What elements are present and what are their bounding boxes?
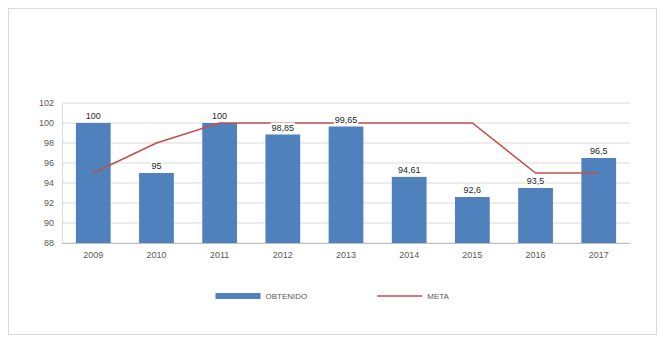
y-tick-label: 92 <box>44 198 54 208</box>
x-axis-line <box>63 243 631 244</box>
x-tick-label: 2012 <box>273 250 293 260</box>
x-tick: 2010 <box>146 250 166 260</box>
y-tick-label: 90 <box>44 218 54 228</box>
plot-marks <box>76 123 616 243</box>
y-axis-line <box>62 104 63 244</box>
y-tick-label: 100 <box>39 118 54 128</box>
x-tick-label: 2015 <box>462 250 482 260</box>
y-tick: 102 <box>39 98 62 108</box>
y-tick: 90 <box>44 218 62 228</box>
y-tick-label: 102 <box>39 98 54 108</box>
bar <box>455 197 490 243</box>
y-axis: 88 90 92 94 96 98 100 102 <box>39 98 63 248</box>
data-label-background <box>211 111 228 121</box>
data-label: 95 <box>151 161 161 171</box>
legend-swatch <box>377 295 422 297</box>
data-label-background <box>589 146 609 156</box>
data-label-group: 100 <box>211 111 228 121</box>
bar <box>329 127 364 244</box>
data-label: 94,61 <box>398 165 421 175</box>
x-tick-label: 2013 <box>336 250 356 260</box>
legend-label: META <box>427 292 449 301</box>
y-tick: 98 <box>44 138 62 148</box>
y-tick: 96 <box>44 158 62 168</box>
data-label-group: 98,85 <box>271 123 296 133</box>
x-tick-label: 2009 <box>83 250 103 260</box>
data-label: 98,85 <box>272 123 295 133</box>
data-label: 93,5 <box>527 176 545 186</box>
data-label-group: 93,5 <box>526 176 546 186</box>
data-label-background <box>271 123 296 133</box>
y-tick: 94 <box>44 178 62 188</box>
x-tick: 2014 <box>399 250 419 260</box>
bar <box>265 135 300 244</box>
y-tick: 100 <box>39 118 62 128</box>
data-label-background <box>463 185 483 195</box>
x-axis: 2009 2010 2011 2012 2013 2014 2015 2016 2017 <box>63 244 631 261</box>
line <box>93 123 598 173</box>
data-label-group: 95 <box>150 161 162 171</box>
data-labels: 100 95 100 98,85 99,65 94,61 92,6 93,5 96,5 <box>85 111 609 195</box>
data-label-background <box>526 176 546 186</box>
legend-item: META <box>377 292 449 301</box>
y-tick-label: 96 <box>44 158 54 168</box>
x-tick-label: 2017 <box>589 250 609 260</box>
bar <box>581 158 616 243</box>
data-label: 92,6 <box>464 185 482 195</box>
chart: 8890929496981001022009201020112012201320… <box>0 0 665 343</box>
bar <box>518 188 553 243</box>
x-tick-label: 2011 <box>210 250 229 260</box>
legend: OBTENIDO META <box>215 292 449 301</box>
data-label-group: 100 <box>85 111 102 121</box>
data-label-background <box>85 111 102 121</box>
bar <box>202 123 237 243</box>
data-label: 100 <box>86 111 101 121</box>
data-label-background <box>334 115 359 125</box>
x-tick: 2013 <box>336 250 356 260</box>
x-tick: 2017 <box>589 250 609 260</box>
bar <box>139 173 174 243</box>
data-label-group: 96,5 <box>589 146 609 156</box>
grid-line <box>62 103 630 104</box>
x-tick: 2016 <box>526 250 546 260</box>
data-label-group: 94,61 <box>397 165 422 175</box>
y-tick: 88 <box>44 238 62 248</box>
bar <box>76 123 111 243</box>
bar-series <box>76 123 616 243</box>
data-label-group: 92,6 <box>463 185 483 195</box>
data-label-background <box>150 161 162 171</box>
legend-item: OBTENIDO <box>215 292 307 301</box>
x-tick-label: 2014 <box>399 250 419 260</box>
y-tick-label: 98 <box>44 138 54 148</box>
bar <box>392 177 427 243</box>
legend-label: OBTENIDO <box>265 292 307 301</box>
chart-frame <box>9 9 657 335</box>
legend-swatch <box>215 293 260 299</box>
x-tick: 2009 <box>83 250 103 260</box>
y-tick-label: 88 <box>44 238 54 248</box>
x-tick-label: 2016 <box>526 250 546 260</box>
x-tick: 2011 <box>210 250 229 260</box>
x-tick-label: 2010 <box>146 250 166 260</box>
grid <box>62 103 630 243</box>
x-tick: 2015 <box>462 250 482 260</box>
data-label: 100 <box>212 111 227 121</box>
data-label: 99,65 <box>335 115 358 125</box>
y-tick-label: 94 <box>44 178 54 188</box>
data-label: 96,5 <box>590 146 608 156</box>
y-tick: 92 <box>44 198 62 208</box>
data-label-group: 99,65 <box>334 115 359 125</box>
x-tick: 2012 <box>273 250 293 260</box>
data-label-background <box>397 165 422 175</box>
